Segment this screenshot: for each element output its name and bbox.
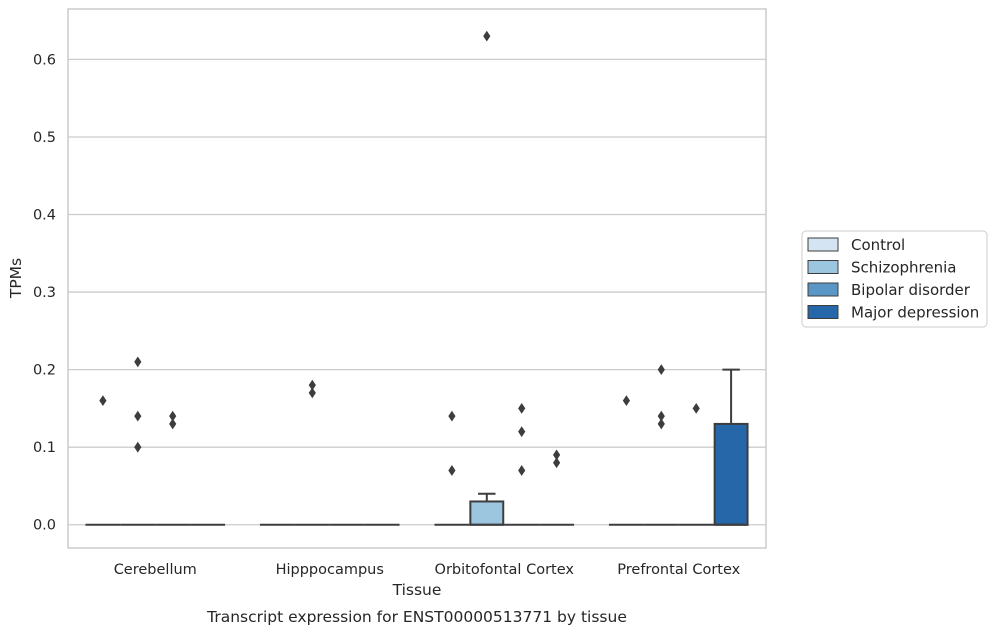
legend-item-schizophrenia: Schizophrenia [807,259,956,277]
outlier-point [99,395,107,407]
box-body [713,422,749,526]
y-tick-label: 0.6 [33,52,56,68]
x-tick-hipppocampus: Hipppocampus [276,562,384,578]
outlier-point [169,418,177,430]
outlier-point [553,449,561,461]
x-tick-orbitofontal-cortex: Orbitofontal Cortex [435,562,575,578]
x-tick-cerebellum: Cerebellum [114,562,197,578]
x-tick-labels: Cerebellum Hipppocampus Orbitofontal Corte… [114,562,741,578]
legend-label: Schizophrenia [851,259,956,277]
legend-swatch [807,237,839,252]
outlier-point [657,410,665,422]
box-bipolar-disorder-prefrontal-cortex [678,403,714,526]
y-tick-label: 0.1 [33,440,56,456]
outlier-point [134,356,142,368]
outlier-point [692,403,700,414]
box-major-depression-prefrontal-cortex [713,368,749,526]
legend-item-bipolar-disorder: Bipolar disorder [807,281,971,299]
box-control-orbitofontal-cortex [434,410,470,526]
box-schizophrenia-orbitofontal-cortex [469,30,505,526]
legend-item-major-depression: Major depression [807,304,979,322]
legend-label: Major depression [851,304,979,322]
y-tick-label: 0.2 [33,363,56,379]
box-control-cerebellum [85,395,121,526]
outlier-point [134,441,142,453]
box-bipolar-disorder-orbitofontal-cortex [504,403,540,526]
y-tick-label: 0.3 [33,285,56,301]
outlier-point [169,410,177,422]
box-schizophrenia-hipppocampus [294,379,330,526]
box-bipolar-disorder-cerebellum [155,410,191,526]
box-body [469,500,505,526]
legend-label: Control [851,236,905,254]
outlier-point [518,403,526,414]
y-tick-labels: 0.0 0.1 0.2 0.3 0.4 0.5 0.6 [33,52,56,533]
legend: Control Schizophrenia Bipolar disorder Majo… [801,230,988,328]
outlier-point [308,379,316,391]
legend-frame [801,230,988,328]
outlier-point [518,465,526,476]
legend-swatch [807,282,839,297]
outlier-point [622,395,630,407]
x-tick-prefrontal-cortex: Prefrontal Cortex [617,562,740,578]
x-axis-label: Tissue [392,581,442,599]
legend-swatch [807,260,839,274]
box-schizophrenia-prefrontal-cortex [643,364,679,526]
outlier-point [553,457,561,469]
legend-item-control: Control [807,236,905,254]
box-major-depression-orbitofontal-cortex [539,449,575,526]
outlier-point [448,465,456,476]
plot-frame [67,8,767,549]
y-axis-label: TPMs [7,258,25,299]
outlier-point [657,364,665,376]
outlier-point [134,410,142,422]
legend-swatch [807,305,839,319]
outlier-point [448,410,456,422]
grid-lines [68,58,766,526]
outlier-point [308,387,316,399]
box-control-prefrontal-cortex [608,395,644,526]
y-tick-label: 0.0 [33,518,56,534]
outlier-point [657,418,665,430]
y-tick-label: 0.4 [33,208,56,224]
box-schizophrenia-cerebellum [120,356,156,526]
outlier-point [518,426,526,438]
y-tick-label: 0.5 [33,130,56,146]
outlier-point [483,30,491,42]
chart-caption: Transcript expression for ENST0000051377… [206,608,627,626]
box-plots [85,30,749,526]
legend-label: Bipolar disorder [851,281,971,299]
plot-border [67,8,767,549]
